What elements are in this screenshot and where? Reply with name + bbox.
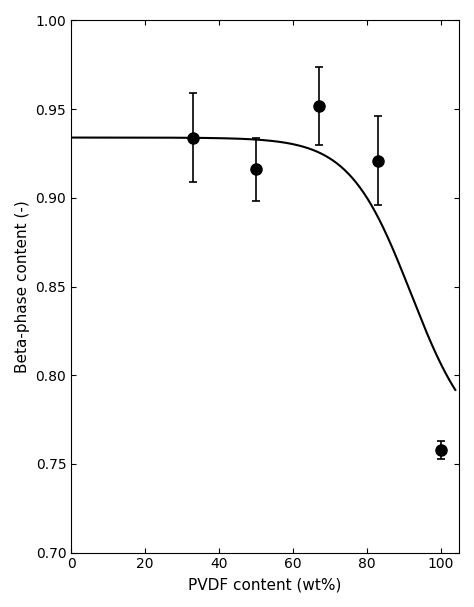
Y-axis label: Beta-phase content (-): Beta-phase content (-) [15,200,30,373]
X-axis label: PVDF content (wt%): PVDF content (wt%) [188,577,342,592]
